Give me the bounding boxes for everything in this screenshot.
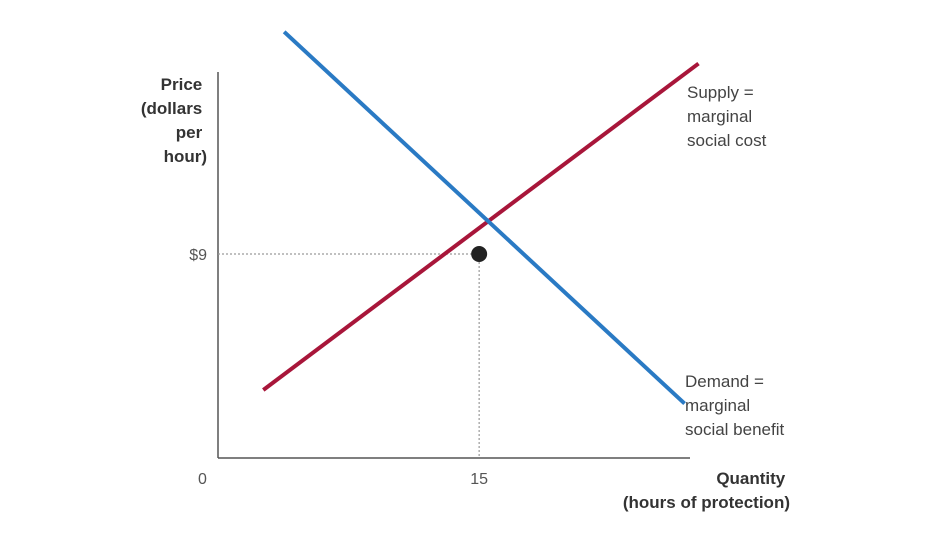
y-axis-title: Price (dollars per hour): [141, 75, 207, 166]
supply-curve: [262, 61, 700, 392]
demand-label-line-2: marginal: [685, 396, 750, 415]
x-axis-title: Quantity (hours of protection): [623, 469, 790, 512]
x-axis-title-line-2: (hours of protection): [623, 493, 790, 512]
supply-label-line-3: social cost: [687, 131, 767, 150]
axes: [217, 72, 690, 459]
y-axis-title-line-2: (dollars: [141, 99, 202, 118]
supply-label: Supply = marginal social cost: [687, 83, 767, 150]
x-tick-label: 15: [470, 471, 488, 488]
equilibrium-point: [471, 245, 488, 262]
demand-curve: [282, 30, 686, 406]
origin-label: 0: [198, 471, 207, 488]
y-axis-title-line-1: Price: [161, 75, 203, 94]
demand-label-line-1: Demand =: [685, 372, 764, 391]
x-axis-title-line-1: Quantity: [716, 469, 785, 488]
demand-label-line-3: social benefit: [685, 420, 785, 439]
supply-label-line-2: marginal: [687, 107, 752, 126]
y-axis-title-line-3: per: [176, 123, 203, 142]
supply-label-line-1: Supply =: [687, 83, 754, 102]
y-axis-title-line-4: hour): [164, 147, 207, 166]
y-tick-label: $9: [189, 247, 207, 264]
demand-label: Demand = marginal social benefit: [685, 372, 785, 439]
